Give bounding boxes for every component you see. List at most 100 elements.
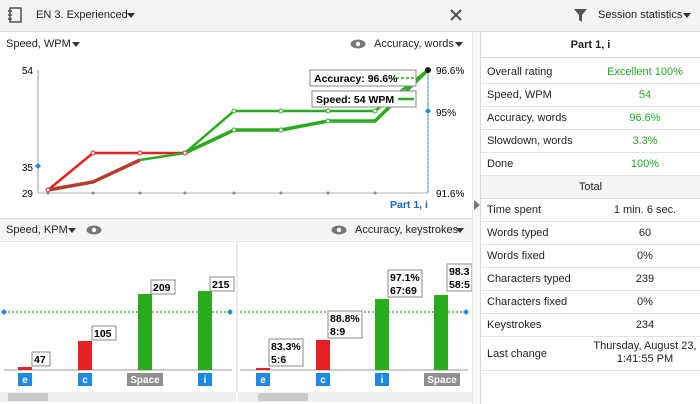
key-badge bbox=[316, 373, 330, 386]
value-label: 83.3% bbox=[271, 341, 301, 353]
chevron-down-icon[interactable] bbox=[72, 42, 80, 47]
total-section-header: Total bbox=[481, 176, 700, 199]
eye-icon[interactable] bbox=[331, 225, 347, 235]
stat-label: Speed, WPM bbox=[487, 89, 552, 101]
stat-row: Last change Thursday, August 23, 1:41:55… bbox=[481, 337, 700, 371]
stat-row: Time spent 1 min. 6 sec. bbox=[481, 199, 700, 222]
accuracy-line-low bbox=[47, 151, 185, 191]
filter-icon[interactable] bbox=[573, 8, 588, 23]
stat-value: 0% bbox=[637, 296, 653, 308]
stat-label: Slowdown, words bbox=[487, 135, 573, 147]
chevron-down-icon[interactable] bbox=[127, 13, 135, 18]
value-label-box bbox=[446, 263, 472, 292]
value-label-box bbox=[268, 338, 304, 367]
horizontal-scrollbar[interactable] bbox=[238, 392, 472, 402]
eye-icon[interactable] bbox=[350, 39, 366, 49]
chevron-down-icon[interactable] bbox=[455, 42, 463, 47]
bar bbox=[198, 291, 212, 370]
scrollbar-thumb[interactable] bbox=[8, 393, 48, 401]
accuracy-metric-label[interactable]: Accuracy, words bbox=[374, 38, 454, 50]
speed-tooltip: Speed: 54 WPM bbox=[316, 94, 394, 106]
chevron-down-icon[interactable] bbox=[68, 228, 76, 233]
top-toolbar: EN 3. Experienced bbox=[0, 0, 480, 32]
bar bbox=[256, 368, 270, 370]
stat-value: 1 min. 6 sec. bbox=[613, 204, 677, 216]
course-selector-label[interactable]: EN 3. Experienced bbox=[36, 9, 128, 21]
notebook-icon[interactable] bbox=[8, 7, 22, 23]
value-label: 105 bbox=[94, 328, 112, 340]
close-icon[interactable] bbox=[449, 8, 463, 22]
value-label: 88.8% bbox=[330, 313, 360, 325]
stat-row: Keystrokes 234 bbox=[481, 314, 700, 337]
chart-panel-splitter[interactable] bbox=[472, 32, 480, 404]
value-label: 47 bbox=[34, 354, 46, 366]
value-label: 58:5 bbox=[449, 279, 470, 291]
marker-diamond bbox=[35, 163, 41, 169]
eye-icon[interactable] bbox=[86, 225, 102, 235]
bar bbox=[18, 367, 32, 370]
stat-value: 234 bbox=[635, 319, 655, 331]
bar bbox=[78, 341, 92, 370]
y-tick-left: 29 bbox=[22, 189, 34, 200]
speed-kpm-metric-label[interactable]: Speed, KPM bbox=[6, 224, 68, 236]
statistics-header: Session statistics bbox=[480, 0, 700, 32]
current-point bbox=[425, 67, 431, 73]
speed-tooltip-box bbox=[311, 90, 417, 108]
value-label: 8:9 bbox=[330, 326, 345, 338]
stat-row: Done 100% bbox=[481, 153, 700, 176]
stat-value: 3.3% bbox=[632, 135, 658, 147]
accuracy-keystrokes-bar-chart: 83.3% 5:6 88.8% 8:9 97.1% 67:69 98.3 58:… bbox=[240, 263, 472, 386]
y-tick-right: 96.6% bbox=[436, 66, 464, 77]
marker-diamond bbox=[227, 309, 233, 315]
chart-divider bbox=[236, 242, 238, 392]
value-label-box bbox=[31, 351, 51, 367]
chevron-right-icon[interactable] bbox=[474, 200, 480, 210]
stat-row: Characters fixed 0% bbox=[481, 291, 700, 314]
stat-value: 54 bbox=[638, 89, 652, 101]
bar bbox=[434, 295, 448, 370]
data-points bbox=[45, 150, 188, 193]
horizontal-scrollbar[interactable] bbox=[0, 392, 236, 402]
bar bbox=[138, 294, 152, 370]
bar bbox=[375, 299, 389, 370]
value-label: 5:6 bbox=[271, 354, 286, 366]
part-label[interactable]: Part 1, i bbox=[390, 199, 428, 211]
session-statistics-label[interactable]: Session statistics bbox=[598, 9, 683, 21]
speed-line bbox=[184, 68, 430, 155]
key-badge bbox=[424, 373, 460, 386]
stat-label: Last change bbox=[487, 348, 547, 360]
stat-row: Speed, WPM 54 bbox=[481, 84, 700, 107]
key-label: c bbox=[82, 375, 88, 386]
accuracy-keystrokes-metric-label[interactable]: Accuracy, keystrokes bbox=[355, 224, 459, 236]
speed-metric-label[interactable]: Speed, WPM bbox=[6, 38, 71, 50]
data-points bbox=[231, 108, 378, 133]
value-label-box bbox=[91, 325, 117, 341]
value-label-box bbox=[387, 269, 423, 298]
speed-line-start bbox=[47, 158, 141, 192]
stat-label: Words typed bbox=[487, 227, 549, 239]
stat-value: 96.6% bbox=[629, 112, 661, 124]
y-tick-right: 95% bbox=[436, 108, 456, 119]
chevron-down-icon[interactable] bbox=[456, 228, 464, 233]
stat-value: Thursday, August 23, 1:41:55 PM bbox=[593, 340, 697, 365]
stat-label: Keystrokes bbox=[487, 319, 542, 331]
panel-title: Part 1, i bbox=[481, 32, 700, 58]
value-label-box bbox=[150, 279, 176, 295]
stat-value: 60 bbox=[638, 227, 652, 239]
y-tick-right: 91.6% bbox=[436, 189, 464, 200]
marker-diamond bbox=[463, 309, 469, 315]
key-badge bbox=[198, 373, 212, 386]
top-chart-header: Speed, WPM Accuracy, words bbox=[0, 32, 472, 56]
value-label: 98.3 bbox=[449, 266, 470, 278]
chevron-down-icon[interactable] bbox=[683, 13, 691, 18]
key-label: i bbox=[381, 375, 384, 386]
stat-label: Characters fixed bbox=[487, 296, 568, 308]
scrollbar-thumb[interactable] bbox=[258, 393, 308, 401]
statistics-panel: Part 1, i Overall rating Excellent 100% … bbox=[480, 32, 700, 404]
key-badge bbox=[375, 373, 389, 386]
key-badge bbox=[78, 373, 92, 386]
marker-diamond bbox=[425, 108, 431, 114]
stat-value: 100% bbox=[630, 158, 660, 170]
stat-row: Words typed 60 bbox=[481, 222, 700, 245]
stat-label: Time spent bbox=[487, 204, 542, 216]
